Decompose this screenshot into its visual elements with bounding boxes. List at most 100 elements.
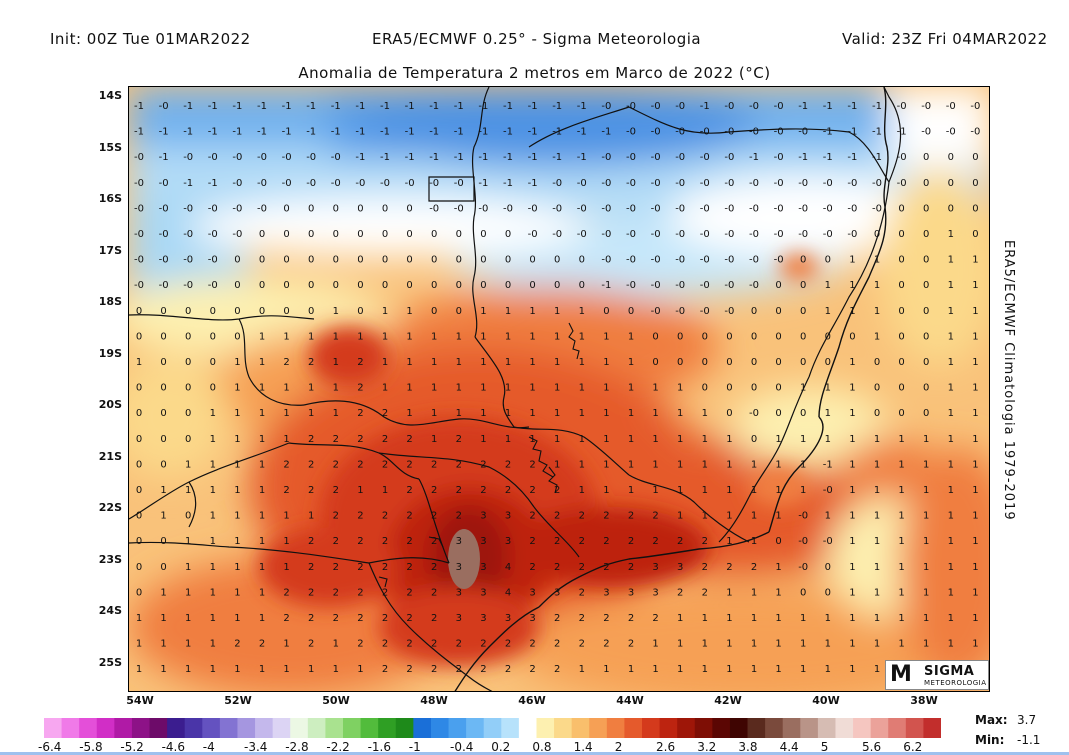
lon-tick-50W: 50W: [322, 694, 350, 707]
grid-value: -0: [208, 203, 218, 214]
grid-value: 1: [800, 613, 806, 624]
grid-value: 1: [972, 255, 978, 266]
grid-value: 0: [160, 408, 166, 419]
grid-value: 1: [234, 459, 240, 470]
grid-value: 0: [431, 229, 437, 240]
grid-value: -0: [134, 229, 144, 240]
grid-value: 1: [234, 485, 240, 496]
grid-value: 1: [308, 511, 314, 522]
grid-value: 1: [283, 536, 289, 547]
grid-value: 2: [283, 485, 289, 496]
grid-value: 1: [259, 331, 265, 342]
grid-value: 2: [628, 562, 634, 573]
grid-value: 0: [800, 306, 806, 317]
grid-value: 1: [751, 613, 757, 624]
grid-value: 1: [529, 434, 535, 445]
grid-value: 1: [505, 357, 511, 368]
grid-value: -0: [749, 203, 759, 214]
grid-value: 2: [234, 639, 240, 650]
grid-value: 1: [849, 408, 855, 419]
grid-value: 0: [948, 178, 954, 189]
grid-value: 2: [579, 511, 585, 522]
grid-value: 2: [308, 587, 314, 598]
grid-value: -1: [306, 127, 316, 138]
grid-value: -0: [897, 178, 907, 189]
grid-value: 1: [579, 306, 585, 317]
grid-value: 1: [972, 485, 978, 496]
grid-value: 0: [554, 280, 560, 291]
grid-value: 1: [505, 383, 511, 394]
grid-value: 1: [923, 690, 929, 692]
grid-value: -1: [429, 127, 439, 138]
grid-value: 1: [652, 485, 658, 496]
grid-value: 3: [505, 536, 511, 547]
grid-value: 2: [333, 511, 339, 522]
grid-value: 1: [677, 459, 683, 470]
grid-value: 1: [185, 690, 191, 692]
grid-value: 1: [431, 331, 437, 342]
grid-value: -1: [429, 152, 439, 163]
grid-value: 1: [603, 357, 609, 368]
grid-value: -1: [257, 101, 267, 112]
grid-value: 0: [185, 306, 191, 317]
grid-value: 1: [628, 664, 634, 675]
grid-value: -0: [774, 127, 784, 138]
grid-value: 1: [136, 639, 142, 650]
grid-value: 2: [529, 536, 535, 547]
grid-value: -1: [503, 101, 513, 112]
grid-value: 1: [849, 485, 855, 496]
grid-value: -0: [675, 255, 685, 266]
grid-value: 2: [308, 613, 314, 624]
lon-tick-52W: 52W: [224, 694, 252, 707]
grid-value: 2: [357, 562, 363, 573]
grid-value: -0: [724, 306, 734, 317]
grid-value: -0: [159, 178, 169, 189]
grid-value: -0: [749, 101, 759, 112]
grid-value: 1: [874, 639, 880, 650]
grid-value: 1: [333, 306, 339, 317]
value-grid: -1 -0 -1 -1 -1 -1 -1 -1 -1 -1 -1 -1 -1 -1 -1 -1 -1 -1 -1 -0…: [134, 101, 980, 692]
grid-value: 0: [898, 229, 904, 240]
grid-value: 1: [603, 331, 609, 342]
grid-value: -0: [503, 203, 513, 214]
grid-value: -1: [528, 178, 538, 189]
colorbar-swatch: [729, 718, 749, 738]
grid-value: -0: [749, 127, 759, 138]
grid-value: -0: [724, 152, 734, 163]
grid-value: 1: [751, 664, 757, 675]
grid-value: 0: [234, 306, 240, 317]
colorbar-swatch: [589, 718, 608, 738]
grid-value: 2: [554, 511, 560, 522]
grid-value: 0: [898, 255, 904, 266]
grid-value: 0: [923, 383, 929, 394]
grid-value: 1: [800, 434, 806, 445]
grid-value: 0: [234, 255, 240, 266]
grid-value: 2: [628, 536, 634, 547]
model-source-label: ERA5/ECMWF 0.25° - Sigma Meteorologia: [372, 30, 702, 48]
grid-value: 0: [874, 383, 880, 394]
grid-value: -1: [897, 127, 907, 138]
colorbar-label: -4.6: [161, 740, 186, 754]
grid-value: 0: [702, 383, 708, 394]
grid-value: -0: [577, 178, 587, 189]
grid-value: 0: [579, 255, 585, 266]
grid-value: -0: [798, 511, 808, 522]
grid-value: -0: [528, 229, 538, 240]
grid-value: -0: [847, 229, 857, 240]
max-anomaly-core: [448, 529, 480, 589]
grid-value: 2: [480, 690, 486, 692]
grid-value: 1: [849, 306, 855, 317]
colorbar-swatch: [79, 718, 98, 738]
grid-value: 1: [554, 357, 560, 368]
grid-value: 2: [308, 459, 314, 470]
grid-value: 0: [431, 306, 437, 317]
grid-value: 2: [554, 690, 560, 692]
grid-value: -0: [183, 152, 193, 163]
grid-value: 1: [702, 434, 708, 445]
grid-value: -1: [355, 152, 365, 163]
grid-value: -0: [282, 152, 292, 163]
logo-sub: METEOROLOGIA: [924, 679, 987, 687]
grid-value: 1: [554, 383, 560, 394]
grid-value: 1: [948, 639, 954, 650]
grid-value: -1: [454, 127, 464, 138]
